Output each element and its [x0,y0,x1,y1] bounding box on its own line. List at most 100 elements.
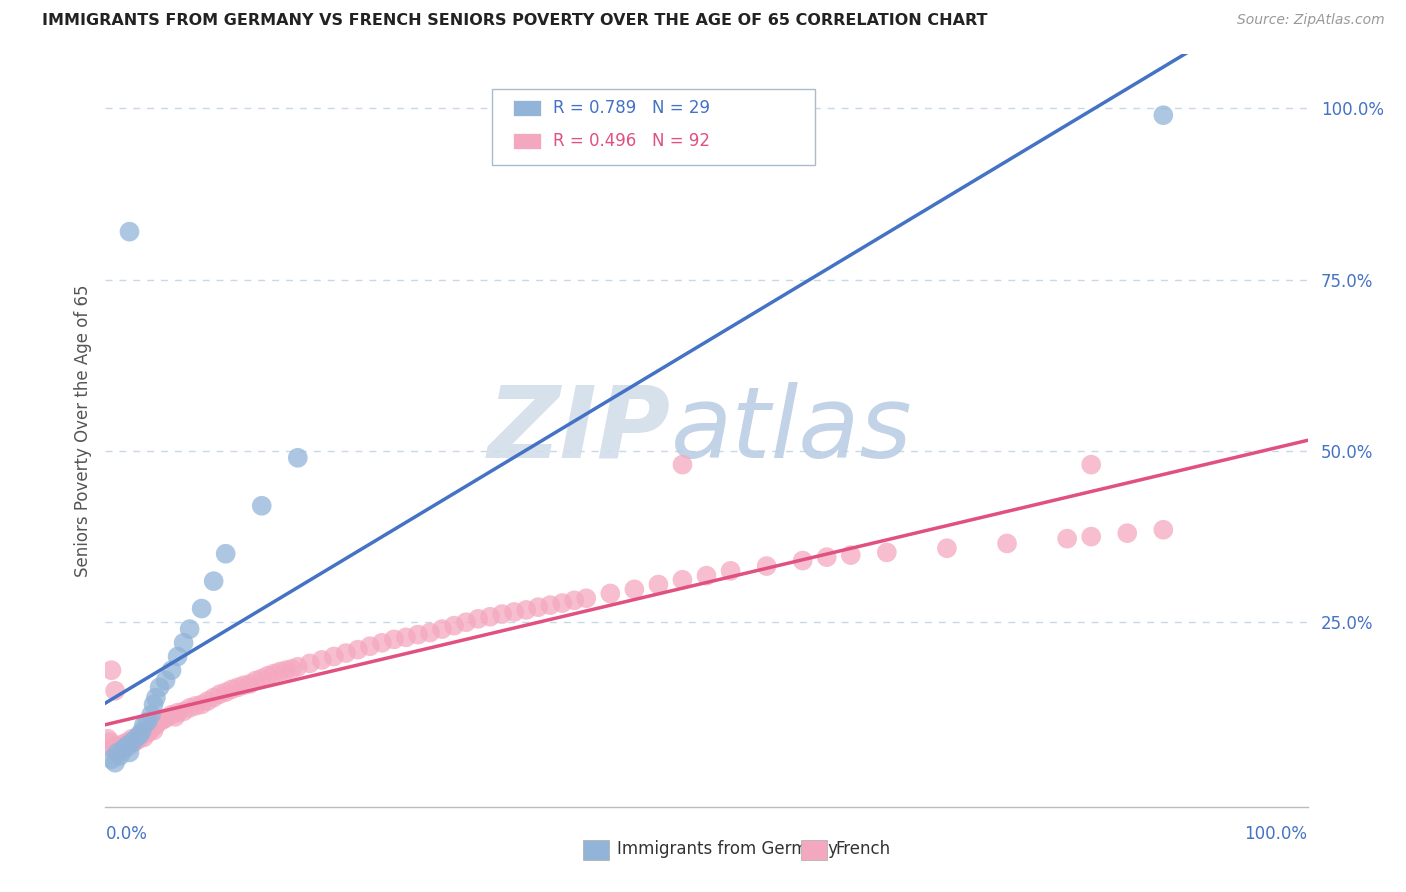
Point [125,733,148,747]
Point [371,636,394,650]
Point [245,673,267,688]
Point [671,573,693,587]
Text: R = 0.496   N = 92: R = 0.496 N = 92 [553,132,710,150]
Text: 100.0%: 100.0% [1244,825,1308,843]
Point [239,677,262,691]
Point [232,678,254,692]
Point [335,646,357,660]
Point [128,728,150,742]
Point [202,690,225,705]
Point [145,690,167,705]
Point [155,711,177,725]
Point [166,706,188,720]
Point [131,728,153,742]
Point [815,550,838,565]
Point [132,731,155,745]
Point [551,596,574,610]
Point [419,625,441,640]
Point [202,574,225,589]
Point [221,682,243,697]
Point [139,707,162,722]
Text: R = 0.789   N = 29: R = 0.789 N = 29 [553,99,710,117]
Point [121,731,143,746]
Point [142,723,165,738]
Point [467,612,489,626]
Point [269,665,291,679]
Point [104,683,127,698]
Point [1080,530,1102,544]
Point [98,735,121,749]
Point [121,735,143,749]
Point [479,609,502,624]
Point [173,636,195,650]
Point [395,630,418,644]
Point [322,649,344,664]
Point [382,632,405,647]
Point [111,737,134,751]
Point [562,593,585,607]
Point [995,536,1018,550]
Point [720,564,742,578]
Point [197,694,219,708]
Point [792,553,814,567]
Point [179,622,201,636]
Point [359,639,381,653]
Point [165,710,187,724]
Point [108,739,131,754]
Point [100,752,122,766]
Point [145,718,167,732]
Point [936,541,959,556]
Point [100,663,122,677]
Point [575,591,598,606]
Point [623,582,645,597]
Point [115,739,138,753]
Point [250,672,273,686]
Text: ZIP: ZIP [488,382,671,479]
Point [538,598,561,612]
Point [208,687,231,701]
Point [503,605,526,619]
Point [599,586,621,600]
Point [160,707,183,722]
Point [287,450,309,465]
Point [136,714,159,729]
Text: French: French [835,840,890,858]
Text: Immigrants from Germany: Immigrants from Germany [617,840,838,858]
Point [114,742,136,756]
Point [1152,523,1174,537]
Point [104,739,127,753]
Point [214,685,236,699]
Point [190,698,212,712]
Point [166,649,188,664]
Point [118,739,141,753]
Point [696,568,718,582]
Point [152,713,174,727]
Point [101,742,124,756]
Point [138,724,160,739]
Text: Source: ZipAtlas.com: Source: ZipAtlas.com [1237,13,1385,28]
Point [406,627,429,641]
Point [124,731,146,746]
Point [132,718,155,732]
Point [124,735,146,749]
Point [104,756,127,770]
Point [515,603,537,617]
Point [142,698,165,712]
Point [160,663,183,677]
Point [491,607,513,621]
Point [131,724,153,739]
Point [755,559,778,574]
Point [430,622,453,636]
Point [287,660,309,674]
Point [97,731,120,746]
Point [184,698,207,713]
Point [250,499,273,513]
Point [347,642,370,657]
Point [1080,458,1102,472]
Y-axis label: Seniors Poverty Over the Age of 65: Seniors Poverty Over the Age of 65 [73,285,91,576]
Point [281,662,304,676]
Point [876,545,898,559]
Point [527,600,550,615]
Point [148,714,170,729]
Point [115,735,138,749]
